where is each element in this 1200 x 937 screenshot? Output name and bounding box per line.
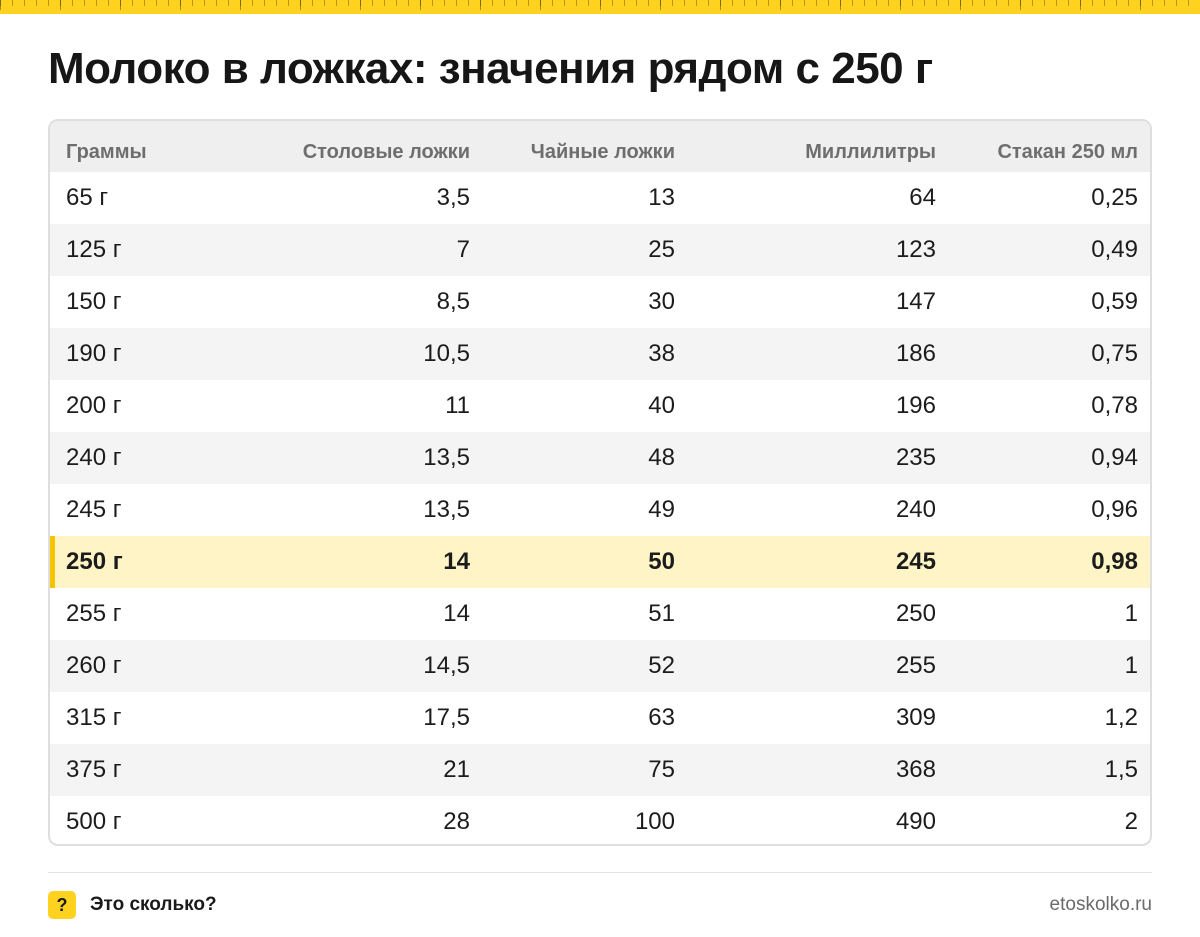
cell-milliliters: 245 <box>895 548 936 575</box>
cell-tablespoons: 13,5 <box>423 496 470 523</box>
cell-cups: 0,94 <box>1091 444 1138 471</box>
cell-tablespoons: 7 <box>456 236 470 263</box>
table-row: 125 г 7 25 123 0,49 <box>50 224 1150 276</box>
cell-grams: 260 г <box>66 652 122 679</box>
cell-cups: 0,78 <box>1091 392 1138 419</box>
table-row: 500 г 28 100 490 2 <box>50 796 1150 844</box>
cell-tablespoons: 28 <box>443 808 470 835</box>
cell-grams: 240 г <box>66 444 122 471</box>
brand-name: Это сколько? <box>90 894 217 915</box>
table-row-highlighted: 250 г 14 50 245 0,98 <box>50 536 1150 588</box>
cell-cups: 1,2 <box>1104 704 1138 731</box>
cell-cups: 0,25 <box>1091 184 1138 211</box>
cell-grams: 255 г <box>66 600 122 627</box>
cell-cups: 1 <box>1124 652 1138 679</box>
table-row: 190 г 10,5 38 186 0,75 <box>50 328 1150 380</box>
cell-milliliters: 123 <box>895 236 936 263</box>
header-grams: Граммы <box>66 141 147 163</box>
footer-brand[interactable]: ? Это сколько? <box>48 891 217 919</box>
cell-milliliters: 368 <box>895 756 936 783</box>
header-milliliters: Миллилитры <box>805 141 936 163</box>
table-header-row: Граммы Столовые ложки Чайные ложки Милли… <box>50 121 1150 172</box>
table-body: 65 г 3,5 13 64 0,25 125 г 7 25 123 0,49 150 г 8,5 30… <box>50 172 1150 844</box>
cell-teaspoons: 100 <box>634 808 675 835</box>
cell-cups: 0,49 <box>1091 236 1138 263</box>
cell-teaspoons: 49 <box>648 496 675 523</box>
cell-tablespoons: 17,5 <box>423 704 470 731</box>
cell-milliliters: 240 <box>895 496 936 523</box>
cell-grams: 250 г <box>50 536 240 588</box>
cell-milliliters: 64 <box>909 184 936 211</box>
data-table: Граммы Столовые ложки Чайные ложки Милли… <box>50 121 1150 844</box>
cell-tablespoons: 3,5 <box>436 184 470 211</box>
header-teaspoons: Чайные ложки <box>530 141 675 163</box>
cell-teaspoons: 63 <box>648 704 675 731</box>
cell-milliliters: 250 <box>895 600 936 627</box>
cell-teaspoons: 50 <box>648 548 675 575</box>
table-row: 65 г 3,5 13 64 0,25 <box>50 172 1150 224</box>
cell-tablespoons: 14 <box>443 548 470 575</box>
cell-cups: 0,96 <box>1091 496 1138 523</box>
table-row: 240 г 13,5 48 235 0,94 <box>50 432 1150 484</box>
data-table-card: Граммы Столовые ложки Чайные ложки Милли… <box>48 119 1152 846</box>
cell-teaspoons: 52 <box>648 652 675 679</box>
question-icon: ? <box>48 891 76 919</box>
cell-grams: 150 г <box>66 288 122 315</box>
cell-grams: 375 г <box>66 756 122 783</box>
cell-grams: 200 г <box>66 392 122 419</box>
cell-milliliters: 235 <box>895 444 936 471</box>
cell-grams: 245 г <box>66 496 122 523</box>
cell-milliliters: 255 <box>895 652 936 679</box>
table-row: 255 г 14 51 250 1 <box>50 588 1150 640</box>
cell-teaspoons: 30 <box>648 288 675 315</box>
cell-grams: 65 г <box>66 184 109 211</box>
cell-cups: 0,75 <box>1091 340 1138 367</box>
cell-tablespoons: 14,5 <box>423 652 470 679</box>
cell-milliliters: 490 <box>895 808 936 835</box>
cell-tablespoons: 14 <box>443 600 470 627</box>
table-row: 150 г 8,5 30 147 0,59 <box>50 276 1150 328</box>
cell-grams: 125 г <box>66 236 122 263</box>
table-row: 245 г 13,5 49 240 0,96 <box>50 484 1150 536</box>
cell-cups: 1 <box>1124 600 1138 627</box>
cell-milliliters: 196 <box>895 392 936 419</box>
cell-tablespoons: 8,5 <box>436 288 470 315</box>
footer-divider <box>48 872 1152 873</box>
cell-grams: 500 г <box>66 808 122 835</box>
cell-teaspoons: 51 <box>648 600 675 627</box>
cell-cups: 0,59 <box>1091 288 1138 315</box>
cell-grams: 315 г <box>66 704 122 731</box>
cell-teaspoons: 48 <box>648 444 675 471</box>
table-row: 260 г 14,5 52 255 1 <box>50 640 1150 692</box>
cell-teaspoons: 40 <box>648 392 675 419</box>
header-cups: Стакан 250 мл <box>997 141 1138 163</box>
cell-teaspoons: 75 <box>648 756 675 783</box>
table-row: 200 г 11 40 196 0,78 <box>50 380 1150 432</box>
site-link[interactable]: etoskolko.ru <box>1049 894 1152 915</box>
cell-cups: 2 <box>1124 808 1138 835</box>
cell-milliliters: 147 <box>895 288 936 315</box>
cell-cups: 1,5 <box>1104 756 1138 783</box>
cell-cups: 0,98 <box>1091 548 1138 575</box>
cell-tablespoons: 21 <box>443 756 470 783</box>
page-title: Молоко в ложках: значения рядом с 250 г <box>48 44 933 93</box>
table-row: 375 г 21 75 368 1,5 <box>50 744 1150 796</box>
cell-tablespoons: 10,5 <box>423 340 470 367</box>
cell-tablespoons: 11 <box>445 392 470 419</box>
cell-milliliters: 186 <box>895 340 936 367</box>
table-row: 315 г 17,5 63 309 1,2 <box>50 692 1150 744</box>
ruler-strip <box>0 0 1200 14</box>
cell-grams: 190 г <box>66 340 122 367</box>
cell-teaspoons: 13 <box>648 184 675 211</box>
cell-milliliters: 309 <box>895 704 936 731</box>
header-tablespoons: Столовые ложки <box>302 141 470 163</box>
cell-teaspoons: 25 <box>648 236 675 263</box>
cell-tablespoons: 13,5 <box>423 444 470 471</box>
cell-teaspoons: 38 <box>648 340 675 367</box>
